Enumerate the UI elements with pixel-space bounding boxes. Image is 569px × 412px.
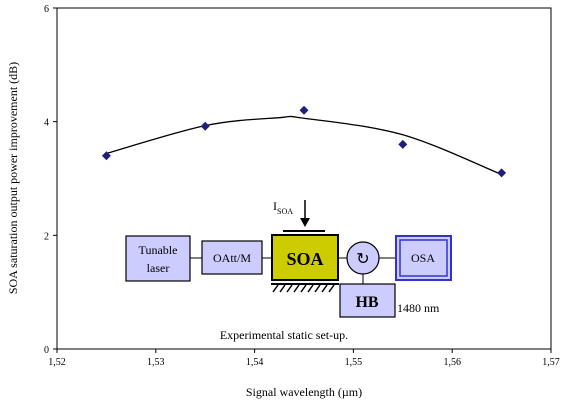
y-tick-label: 0 [44,345,49,356]
osa-label: OSA [411,251,435,265]
x-tick-label: 1,55 [345,357,363,368]
y-tick-label: 2 [44,231,49,242]
data-point [299,105,309,115]
y-tick-label: 6 [44,4,49,15]
circulator-icon: ↻ [356,251,369,268]
hb-label: HB [355,294,378,311]
data-point [101,151,111,161]
x-tick-label: 1,52 [48,357,66,368]
isoa-arrow-icon [300,218,310,227]
data-point [200,121,210,131]
y-tick-label: 4 [44,118,49,129]
plot-area [56,7,552,350]
setup-caption: Experimental static set-up. [220,328,348,342]
data-point [398,139,408,149]
osa-box-inner [399,239,448,277]
tunable-laser-box [125,235,191,282]
x-tick-label: 1,56 [443,357,461,368]
soa-label: SOA [286,249,323,269]
soa-box [271,234,339,281]
isoa-label: ISOA [273,199,293,216]
isoa-main: I [273,199,277,213]
data-point [497,168,507,178]
oatt-label: OAtt/M [213,251,251,265]
pump-wavelength-label: 1480 nm [397,301,440,315]
setup-diagram: Tunable laser OAtt/M SOA ISOA ↻ [125,199,452,342]
osa-box-outer [395,235,452,281]
tunable-laser-label-2: laser [147,261,170,275]
axis-ticks: 1,52 1,53 1,54 1,55 1,56 1,57 0 2 4 6 [44,4,560,368]
x-tick-label: 1,57 [542,357,560,368]
x-axis-label: Signal wavelength (µm) [246,385,362,399]
y-axis-label: SOA saturation output power improvement … [6,62,20,294]
soa-ground-hatch [271,283,339,293]
isoa-subscript: SOA [277,207,293,216]
circulator-circle [346,241,380,275]
x-tick-label: 1,53 [147,357,165,368]
oatt-box [201,240,263,275]
chart-marks [101,105,507,178]
trendline [106,115,502,176]
tunable-laser-label-1: Tunable [139,243,178,257]
x-tick-label: 1,54 [246,357,264,368]
hb-box [339,283,396,318]
